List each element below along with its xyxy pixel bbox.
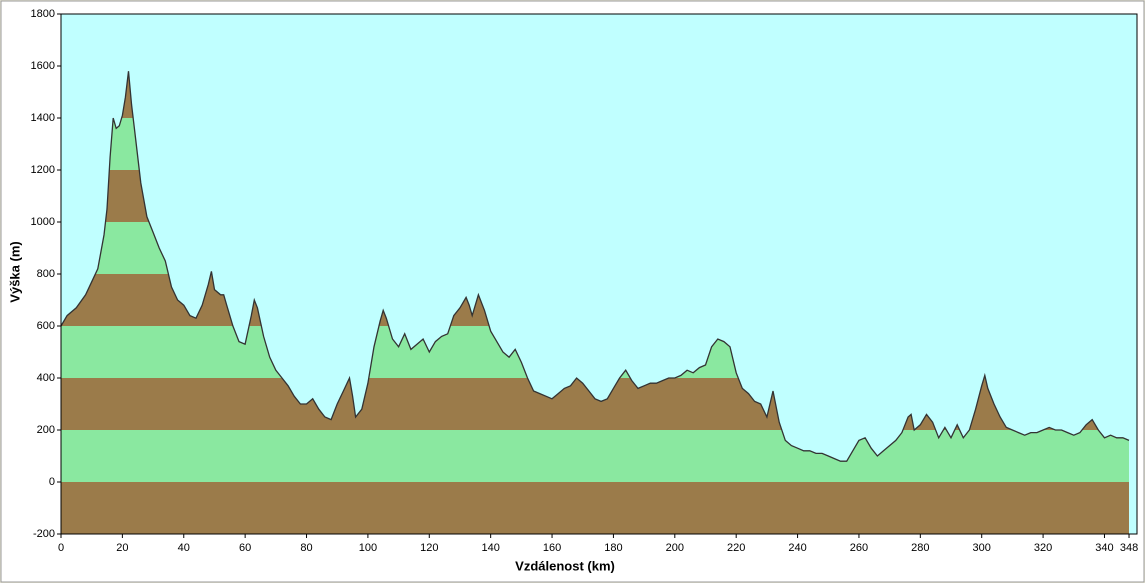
x-tick-label: 60 bbox=[239, 542, 251, 554]
x-tick-label: 320 bbox=[1034, 542, 1052, 554]
y-tick-label: 1400 bbox=[31, 112, 55, 124]
x-tick-label: 220 bbox=[727, 542, 745, 554]
x-tick-label: 160 bbox=[543, 542, 561, 554]
x-tick-label: 280 bbox=[911, 542, 929, 554]
y-tick-label: 0 bbox=[49, 476, 55, 488]
elevation-line bbox=[60, 71, 1130, 462]
elevation-band bbox=[61, 430, 1130, 482]
y-tick-label: 1200 bbox=[31, 164, 55, 176]
x-tick-label: 240 bbox=[788, 542, 806, 554]
y-tick-label: 1800 bbox=[31, 8, 55, 20]
x-tick-label: 100 bbox=[359, 542, 377, 554]
y-tick-label: 1000 bbox=[31, 216, 55, 228]
y-tick-label: -200 bbox=[33, 528, 55, 540]
y-axis-label: Výška (m) bbox=[7, 241, 22, 302]
x-tick-label: 80 bbox=[300, 542, 312, 554]
y-tick-label: 200 bbox=[37, 424, 55, 436]
x-tick-label: 340 bbox=[1095, 542, 1113, 554]
y-tick-label: 400 bbox=[37, 372, 55, 384]
x-tick-label: 120 bbox=[420, 542, 438, 554]
y-tick-label: 1600 bbox=[31, 60, 55, 72]
x-axis-label: Vzdálenost (km) bbox=[515, 558, 615, 573]
elevation-band bbox=[61, 482, 1130, 534]
x-tick-label: 348 bbox=[1120, 542, 1138, 554]
x-tick-label: 180 bbox=[604, 542, 622, 554]
x-tick-label: 260 bbox=[850, 542, 868, 554]
x-tick-label: 300 bbox=[973, 542, 991, 554]
x-tick-label: 40 bbox=[178, 542, 190, 554]
y-tick-label: 800 bbox=[37, 268, 55, 280]
x-tick-label: 0 bbox=[58, 542, 64, 554]
x-tick-label: 140 bbox=[481, 542, 499, 554]
x-tick-label: 200 bbox=[666, 542, 684, 554]
x-tick-label: 20 bbox=[116, 542, 128, 554]
y-tick-label: 600 bbox=[37, 320, 55, 332]
